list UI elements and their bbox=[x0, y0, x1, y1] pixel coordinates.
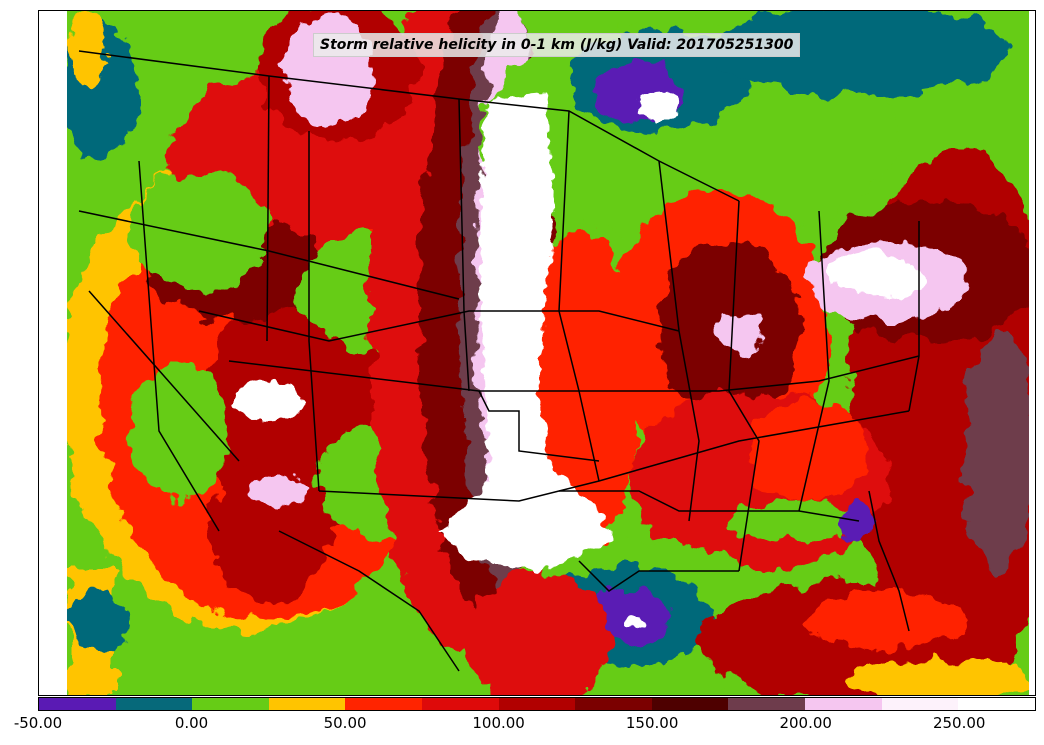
colorbar-bin-0 bbox=[39, 698, 116, 710]
colorbar-tick-label: 250.00 bbox=[932, 714, 986, 732]
colorbar-bin-11 bbox=[881, 698, 959, 710]
colorbar-bin-7 bbox=[575, 698, 652, 710]
map-margin bbox=[39, 11, 67, 695]
colorbar-bin-5 bbox=[422, 698, 499, 710]
colorbar-tick-label: 150.00 bbox=[625, 714, 679, 732]
colorbar-bin-9 bbox=[728, 698, 806, 710]
colorbar-bin-8 bbox=[651, 698, 729, 710]
helicity-field bbox=[67, 11, 1029, 695]
colorbar-bin-12 bbox=[958, 698, 1035, 710]
helicity-map bbox=[39, 11, 1029, 695]
colorbar-bin-1 bbox=[115, 698, 193, 710]
colorbar-tick-label: 50.00 bbox=[323, 714, 367, 732]
map-title: Storm relative helicity in 0-1 km (J/kg)… bbox=[313, 33, 801, 57]
map-frame: Storm relative helicity in 0-1 km (J/kg)… bbox=[38, 10, 1036, 696]
colorbar-tick-label: 200.00 bbox=[779, 714, 832, 732]
colorbar-tick-label: 100.00 bbox=[472, 714, 525, 732]
colorbar-bin-6 bbox=[498, 698, 576, 710]
colorbar-tick-label: 0.00 bbox=[174, 714, 209, 732]
map-boundaries bbox=[78, 50, 920, 672]
colorbar-bin-4 bbox=[345, 698, 423, 710]
colorbar-bin-2 bbox=[192, 698, 269, 710]
colorbar bbox=[38, 697, 1036, 711]
colorbar-bin-10 bbox=[805, 698, 882, 710]
colorbar-bin-3 bbox=[268, 698, 346, 710]
colorbar-tick-label: -50.00 bbox=[13, 714, 63, 732]
